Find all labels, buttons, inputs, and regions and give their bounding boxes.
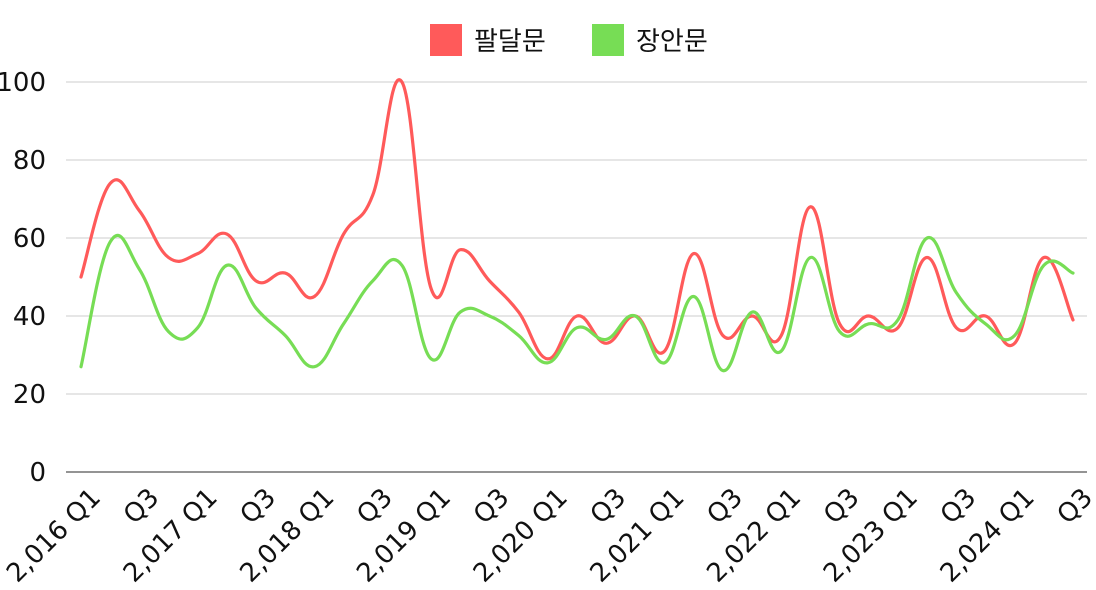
series-line-1 <box>79 78 1075 361</box>
y-tick-label: 100 <box>0 68 46 98</box>
y-tick-label: 40 <box>13 302 46 332</box>
x-axis-ticks: 2,016 Q1 Q32,017 Q1 Q32,018 Q1 Q32,019 Q1 Q3… <box>1 483 1096 589</box>
series-line-2 <box>79 233 1075 373</box>
x-tick-label: Q3 <box>935 483 982 530</box>
x-tick-label: Q3 <box>235 483 282 530</box>
y-tick-label: 20 <box>13 380 46 410</box>
legend-label-2: 장안문 <box>636 27 708 57</box>
legend-swatch-1 <box>430 24 462 56</box>
series-lines <box>79 78 1075 373</box>
x-tick-label: Q3 <box>118 483 165 530</box>
y-tick-label: 80 <box>13 146 46 176</box>
legend-swatch-2 <box>592 24 624 56</box>
grid-lines <box>66 81 1087 395</box>
x-tick-label: 2,016 Q1 <box>1 483 107 589</box>
x-tick-label: Q3 <box>818 483 865 530</box>
y-tick-label: 0 <box>29 458 46 488</box>
y-tick-label: 60 <box>13 224 46 254</box>
legend-label-1: 팔달문 <box>474 27 546 57</box>
x-tick-label: Q3 <box>585 483 632 530</box>
x-tick-label: Q3 <box>468 483 515 530</box>
x-tick-label: Q3 <box>351 483 398 530</box>
legend: 팔달문 장안문 <box>430 24 708 57</box>
y-axis-ticks: 0 20 40 60 80 100 <box>0 68 46 488</box>
x-tick-label: Q3 <box>1052 483 1096 530</box>
x-tick-label: Q3 <box>701 483 748 530</box>
